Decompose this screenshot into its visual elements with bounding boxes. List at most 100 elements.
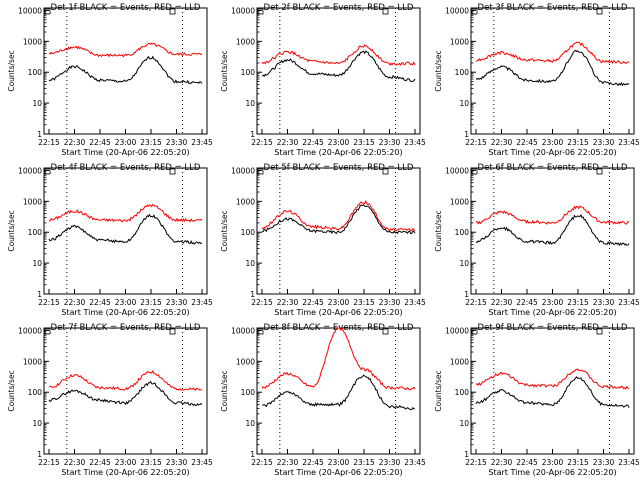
x-tick-label: 23:00 bbox=[328, 458, 350, 467]
x-tick-label: 23:00 bbox=[542, 298, 564, 307]
x-tick-label: 23:45 bbox=[191, 138, 213, 147]
y-tick-label: 1000 bbox=[23, 357, 42, 366]
x-tick-label: 23:45 bbox=[404, 298, 426, 307]
x-tick-label: 23:45 bbox=[191, 458, 213, 467]
x-tick-label: 22:45 bbox=[302, 298, 324, 307]
y-tick-label: 10000 bbox=[18, 166, 42, 175]
y-tick-label: 10 bbox=[459, 99, 469, 108]
y-tick-label: 1000 bbox=[236, 37, 255, 46]
x-tick-label: 23:45 bbox=[404, 458, 426, 467]
x-tick-label: 22:45 bbox=[302, 458, 324, 467]
y-axis-label: Counts/sec bbox=[220, 50, 229, 91]
x-tick-label: 23:30 bbox=[379, 458, 401, 467]
corner-box-right bbox=[596, 328, 603, 335]
x-axis-label: Start Time (20-Apr-06 22:05:20) bbox=[274, 308, 402, 317]
x-axis-label: Start Time (20-Apr-06 22:05:20) bbox=[61, 148, 189, 157]
detector-plot-8: Det 8f BLACK = Events, RED = LLD11010010… bbox=[220, 323, 426, 477]
y-tick-label: 10 bbox=[459, 259, 469, 268]
series-line-events bbox=[48, 55, 203, 85]
x-tick-label: 22:30 bbox=[491, 458, 513, 467]
corner-box-right bbox=[169, 8, 176, 15]
y-tick-label: 100 bbox=[241, 228, 256, 237]
x-tick-label: 22:45 bbox=[89, 138, 111, 147]
y-tick-label: 1000 bbox=[450, 357, 469, 366]
y-tick-label: 10000 bbox=[445, 6, 469, 15]
x-tick-label: 22:45 bbox=[89, 298, 111, 307]
x-tick-label: 23:00 bbox=[115, 298, 137, 307]
x-tick-label: 23:30 bbox=[593, 138, 615, 147]
y-tick-label: 1000 bbox=[450, 37, 469, 46]
y-tick-label: 100 bbox=[455, 68, 470, 77]
y-tick-label: 100 bbox=[241, 68, 256, 77]
y-axis-label: Counts/sec bbox=[220, 210, 229, 251]
y-tick-label: 10 bbox=[32, 419, 42, 428]
x-tick-label: 23:30 bbox=[166, 138, 188, 147]
x-tick-label: 22:15 bbox=[251, 298, 273, 307]
x-tick-label: 23:00 bbox=[115, 458, 137, 467]
y-tick-label: 1 bbox=[37, 290, 42, 299]
x-tick-label: 23:15 bbox=[567, 458, 589, 467]
y-axis-label: Counts/sec bbox=[434, 210, 443, 251]
x-tick-label: 23:00 bbox=[115, 138, 137, 147]
series-line-events bbox=[475, 376, 630, 408]
x-tick-label: 22:15 bbox=[465, 298, 487, 307]
x-tick-label: 23:45 bbox=[618, 138, 640, 147]
series-line-lld bbox=[48, 203, 203, 223]
series-line-lld bbox=[48, 369, 203, 392]
x-tick-label: 22:15 bbox=[38, 138, 60, 147]
x-tick-label: 23:30 bbox=[379, 298, 401, 307]
x-tick-label: 22:45 bbox=[516, 298, 538, 307]
y-tick-label: 10000 bbox=[18, 6, 42, 15]
x-tick-label: 23:00 bbox=[542, 458, 564, 467]
x-tick-label: 22:45 bbox=[516, 138, 538, 147]
series-line-lld bbox=[261, 200, 416, 232]
series-line-lld bbox=[475, 41, 630, 65]
y-tick-label: 10000 bbox=[231, 326, 255, 335]
y-tick-label: 100 bbox=[28, 228, 43, 237]
x-axis-label: Start Time (20-Apr-06 22:05:20) bbox=[488, 308, 616, 317]
detector-plot-6: Det 6f BLACK = Events, RED = LLD11010010… bbox=[434, 163, 640, 317]
detector-plot-9: Det 9f BLACK = Events, RED = LLD11010010… bbox=[434, 323, 640, 477]
x-tick-label: 23:30 bbox=[593, 298, 615, 307]
x-tick-label: 22:30 bbox=[64, 298, 86, 307]
x-tick-label: 22:15 bbox=[465, 458, 487, 467]
x-axis-label: Start Time (20-Apr-06 22:05:20) bbox=[274, 468, 402, 477]
series-line-lld bbox=[261, 327, 416, 391]
corner-box-right bbox=[169, 328, 176, 335]
x-tick-label: 22:15 bbox=[38, 458, 60, 467]
x-axis-label: Start Time (20-Apr-06 22:05:20) bbox=[61, 308, 189, 317]
x-axis-label: Start Time (20-Apr-06 22:05:20) bbox=[274, 148, 402, 157]
y-axis-label: Counts/sec bbox=[7, 370, 16, 411]
series-line-lld bbox=[475, 368, 630, 390]
y-tick-label: 10 bbox=[32, 259, 42, 268]
y-axis-label: Counts/sec bbox=[7, 210, 16, 251]
y-tick-label: 1 bbox=[250, 290, 255, 299]
y-tick-label: 1000 bbox=[236, 197, 255, 206]
x-tick-label: 22:15 bbox=[465, 138, 487, 147]
plot-frame bbox=[470, 327, 635, 455]
detector-plot-5: Det 5f BLACK = Events, RED = LLD11010010… bbox=[220, 163, 426, 317]
x-axis-label: Start Time (20-Apr-06 22:05:20) bbox=[488, 148, 616, 157]
x-tick-label: 23:15 bbox=[140, 298, 162, 307]
y-tick-label: 10000 bbox=[445, 326, 469, 335]
plot-frame bbox=[43, 167, 208, 295]
plot-frame bbox=[256, 7, 421, 135]
x-tick-label: 23:15 bbox=[140, 138, 162, 147]
x-tick-label: 22:30 bbox=[277, 458, 299, 467]
y-tick-label: 1 bbox=[250, 130, 255, 139]
x-tick-label: 22:30 bbox=[64, 458, 86, 467]
y-tick-label: 1 bbox=[464, 450, 469, 459]
x-axis-label: Start Time (20-Apr-06 22:05:20) bbox=[61, 468, 189, 477]
y-axis-label: Counts/sec bbox=[220, 370, 229, 411]
y-tick-label: 100 bbox=[28, 68, 43, 77]
x-tick-label: 23:30 bbox=[166, 458, 188, 467]
series-line-lld bbox=[261, 44, 416, 66]
y-tick-label: 1000 bbox=[236, 357, 255, 366]
y-tick-label: 10000 bbox=[445, 166, 469, 175]
x-tick-label: 23:15 bbox=[353, 298, 375, 307]
x-tick-label: 22:15 bbox=[251, 138, 273, 147]
detector-plot-4: Det 4f BLACK = Events, RED = LLD11010010… bbox=[7, 163, 213, 317]
series-line-events bbox=[48, 380, 203, 407]
x-tick-label: 23:00 bbox=[542, 138, 564, 147]
